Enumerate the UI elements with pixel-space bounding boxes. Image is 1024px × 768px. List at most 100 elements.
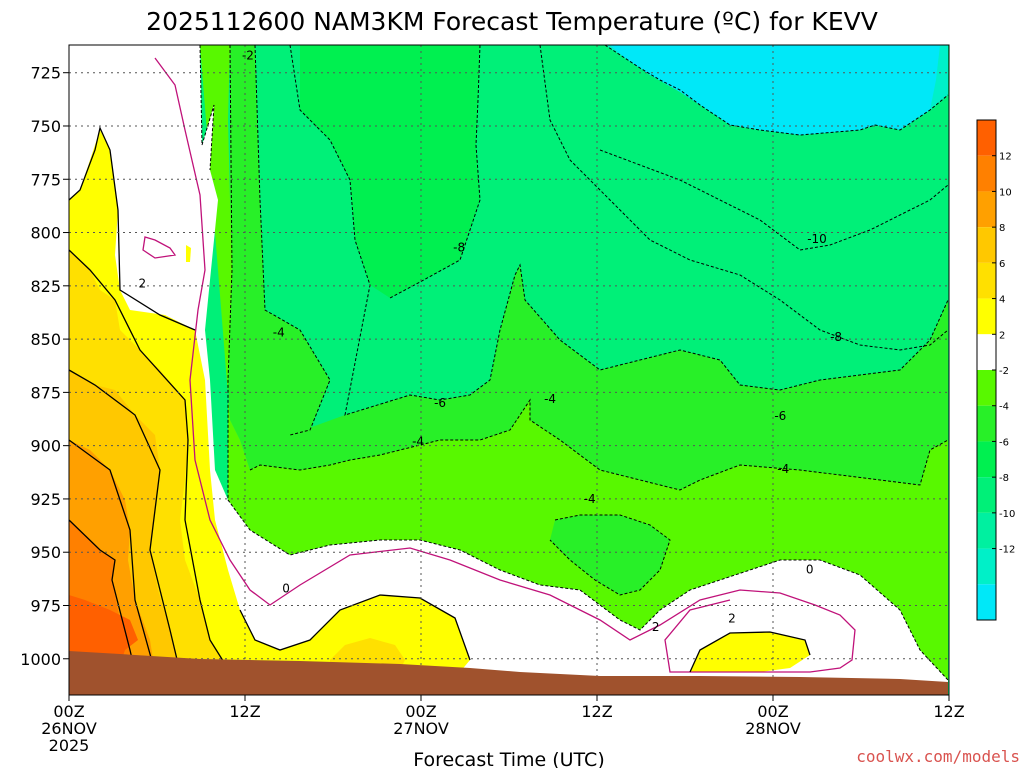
contour-4-line [68,249,231,673]
y-tick-label: 800 [30,224,61,243]
y-tick-label: 975 [30,596,61,615]
y-tick-label: 950 [30,543,61,562]
y-tick-label: 875 [30,383,61,402]
y-tick-label: 775 [30,170,61,189]
colorbar-label: 10 [999,187,1012,198]
colorbar-label: -6 [999,437,1009,448]
x-tick-label: 26NOV [41,719,97,738]
zone-minus6 [250,45,480,298]
contour-10-line [68,519,136,673]
zone-minus2 [200,45,948,680]
contour-minus8-line [389,44,949,351]
contour-label: 0 [806,562,814,576]
colorbar-swatch [977,370,996,406]
colorbar-label: 12 [999,152,1012,163]
contour-8-line [68,439,156,673]
contour-minus6-line [289,44,949,416]
contour-label: -8 [453,240,465,254]
contour-lines [68,57,856,673]
plot-frame [68,44,950,696]
x-tick-label: 27NOV [393,719,449,738]
y-tick-label: 900 [30,437,61,456]
y-tick-label: 1000 [20,650,61,669]
x-axis-label: Forecast Time (UTC) [413,749,604,768]
colorbar-label: -2 [999,366,1009,377]
colorbar-swatch [977,548,996,585]
grid-lines [69,45,949,695]
y-tick-label: 750 [30,117,61,136]
zone-minus4-pocket [550,515,670,595]
colorbar-swatch [977,334,996,370]
colorbar-swatch [977,584,996,620]
colorbar-swatch [977,262,996,299]
contour-label: 0 [282,581,290,595]
contour-label: -2 [242,49,254,63]
x-tick-label: 00Z [405,702,436,721]
zone-minus12 [610,45,940,135]
y-axis: 725 750 775 800 825 850 875 900 925 950 975 1000 [20,64,69,669]
chart-title: 2025112600 NAM3KM Forecast Temperature (… [146,7,878,36]
y-tick-label: 850 [30,330,61,349]
colorbar-label: -4 [999,402,1009,413]
contour-label: -8 [830,330,842,344]
colorbar-label: -10 [999,509,1015,520]
credit-text: coolwx.com/models [856,747,1020,766]
colorbar-swatch [977,227,996,263]
contour-label: 2 [139,277,147,291]
colorbar-swatch [977,120,996,156]
contour-label: -4 [412,434,424,448]
negative-contours [199,44,949,681]
colorbar-label: -8 [999,473,1009,484]
contour-0-line [154,57,856,673]
colorbar-label: -12 [999,545,1015,556]
y-tick-label: 725 [30,64,61,83]
colorbar-label: 4 [999,295,1005,306]
colorbar-swatch [977,298,996,335]
contour-label: -6 [774,409,786,423]
colorbar: 12 10 8 6 4 2 -2 -4 -6 -8 -10 -12 [976,119,1015,621]
contour-minus4-line [249,44,949,491]
contour-labels: -2 2 -4 -8 -10 -8 -6 -4 -4 -6 -4 -4 0 0 2 2 [139,49,843,634]
x-tick-label: 12Z [581,702,612,721]
x-tick-label: 00Z [53,702,84,721]
zone-minus4 [228,45,948,490]
plot-area [68,44,950,696]
zone-plus2-spot [186,245,191,262]
colorbar-swatch [977,155,996,192]
contour-6-line [68,369,181,673]
contour-label: 2 [652,620,660,634]
zone-plus2-bump [690,632,810,672]
zone-plus4-mid [330,638,405,670]
contour-minus10-line [599,44,949,251]
y-tick-label: 825 [30,277,61,296]
colorbar-swatch [977,512,996,549]
colorbar-swatch [977,477,996,513]
zone-plus12 [69,595,138,665]
contour-label: -4 [777,462,789,476]
x-tick-label: 12Z [229,702,260,721]
colorbar-label: 2 [999,330,1005,341]
contour-label: -6 [434,396,446,410]
contour-minus2-line [199,44,949,681]
contour-label: -4 [584,492,596,506]
colorbar-swatch [977,191,996,228]
contour-label: -4 [544,392,556,406]
contour-2-line [68,125,811,673]
x-tick-label: 28NOV [745,719,801,738]
contour-minus4-pocket [549,514,671,596]
contour-label: -4 [273,326,285,340]
contour-label: -10 [807,232,827,246]
contour-label: 2 [728,611,736,625]
x-tick-label: 12Z [933,702,964,721]
x-tick-label: 00Z [757,702,788,721]
y-tick-label: 925 [30,490,61,509]
contour-0-loop [142,236,177,259]
terrain-surface [69,651,948,695]
colorbar-label: 6 [999,259,1005,270]
colorbar-swatch [977,441,996,478]
x-tick-label: 2025 [49,736,90,755]
colorbar-label: 8 [999,223,1005,234]
colorbar-swatch [977,405,996,442]
